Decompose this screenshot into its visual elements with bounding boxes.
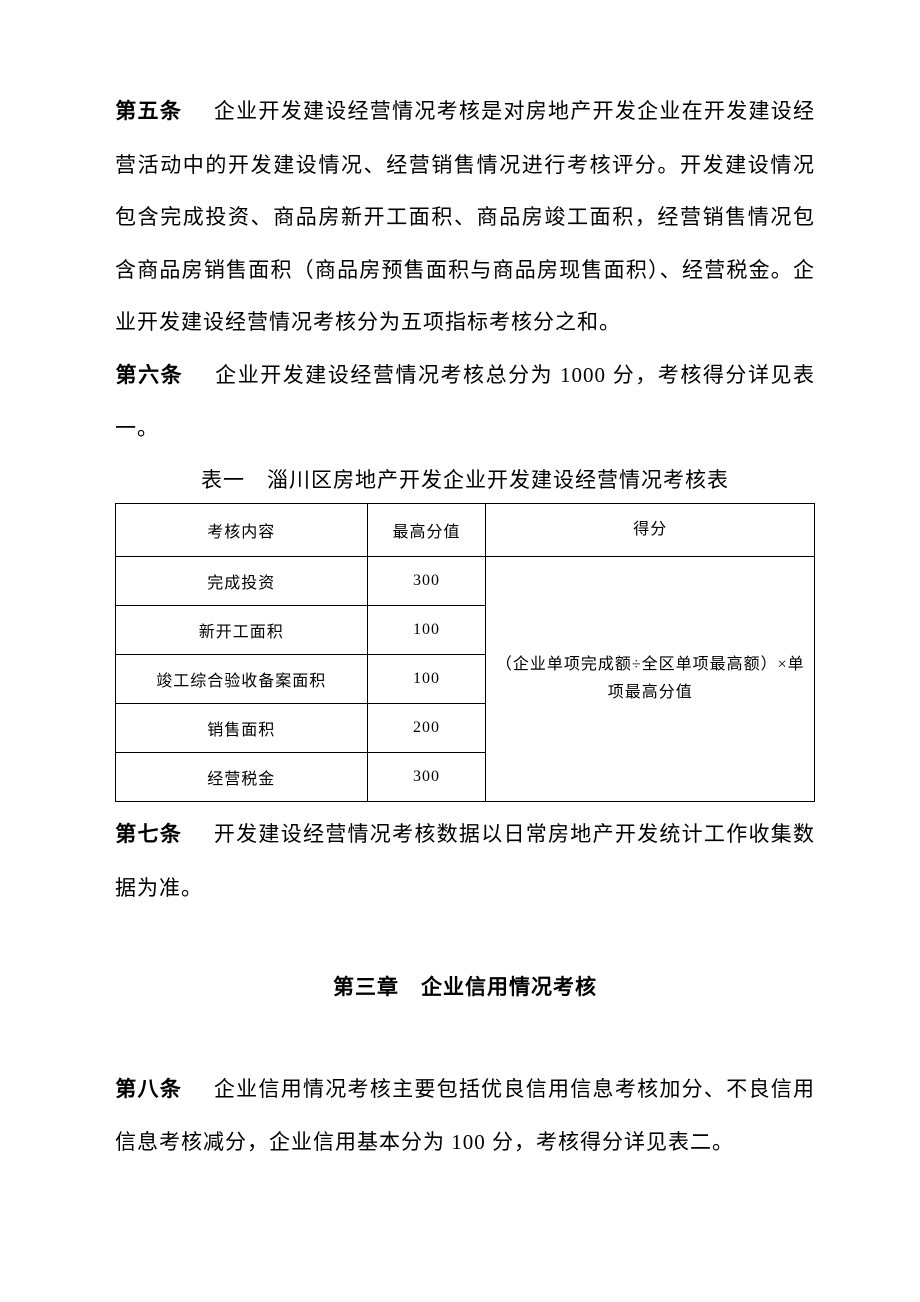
article-6-text: 企业开发建设经营情况考核总分为 1000 分，考核得分详见表一。 (115, 363, 815, 441)
table-header-score: 得分 (486, 503, 815, 557)
table-header-content: 考核内容 (116, 503, 368, 557)
table-header-maxscore: 最高分值 (367, 503, 486, 557)
table-cell-content: 竣工综合验收备案面积 (116, 655, 368, 704)
table-row: 考核内容 最高分值 得分 (116, 503, 815, 557)
article-5-text: 企业开发建设经营情况考核是对房地产开发企业在开发建设经营活动中的开发建设情况、经… (115, 99, 815, 334)
table-cell-content: 完成投资 (116, 557, 368, 606)
article-8-text: 企业信用情况考核主要包括优良信用信息考核加分、不良信用信息考核减分，企业信用基本… (115, 1077, 815, 1155)
table-cell-maxscore: 100 (367, 606, 486, 655)
article-7-text: 开发建设经营情况考核数据以日常房地产开发统计工作收集数据为准。 (115, 822, 815, 900)
table-cell-maxscore: 300 (367, 753, 486, 802)
table-cell-maxscore: 100 (367, 655, 486, 704)
table-cell-maxscore: 300 (367, 557, 486, 606)
table-cell-content: 新开工面积 (116, 606, 368, 655)
chapter-3-title: 第三章 企业信用情况考核 (115, 962, 815, 1015)
article-8: 第八条企业信用情况考核主要包括优良信用信息考核加分、不良信用信息考核减分，企业信… (115, 1063, 815, 1169)
table-cell-maxscore: 200 (367, 704, 486, 753)
article-5: 第五条企业开发建设经营情况考核是对房地产开发企业在开发建设经营活动中的开发建设情… (115, 85, 815, 349)
article-7: 第七条开发建设经营情况考核数据以日常房地产开发统计工作收集数据为准。 (115, 808, 815, 914)
article-6: 第六条企业开发建设经营情况考核总分为 1000 分，考核得分详见表一。 (115, 349, 815, 455)
article-7-label: 第七条 (115, 823, 182, 846)
table-row: 完成投资 300 （企业单项完成额÷全区单项最高额）×单项最高分值 (116, 557, 815, 606)
table-cell-content: 经营税金 (116, 753, 368, 802)
table-cell-score-method: （企业单项完成额÷全区单项最高额）×单项最高分值 (486, 557, 815, 802)
table-1-caption: 表一 淄川区房地产开发企业开发建设经营情况考核表 (115, 457, 815, 503)
table-1: 考核内容 最高分值 得分 完成投资 300 （企业单项完成额÷全区单项最高额）×… (115, 503, 815, 803)
table-cell-content: 销售面积 (116, 704, 368, 753)
article-6-label: 第六条 (115, 364, 183, 387)
article-5-label: 第五条 (115, 100, 182, 123)
article-8-label: 第八条 (115, 1078, 182, 1101)
